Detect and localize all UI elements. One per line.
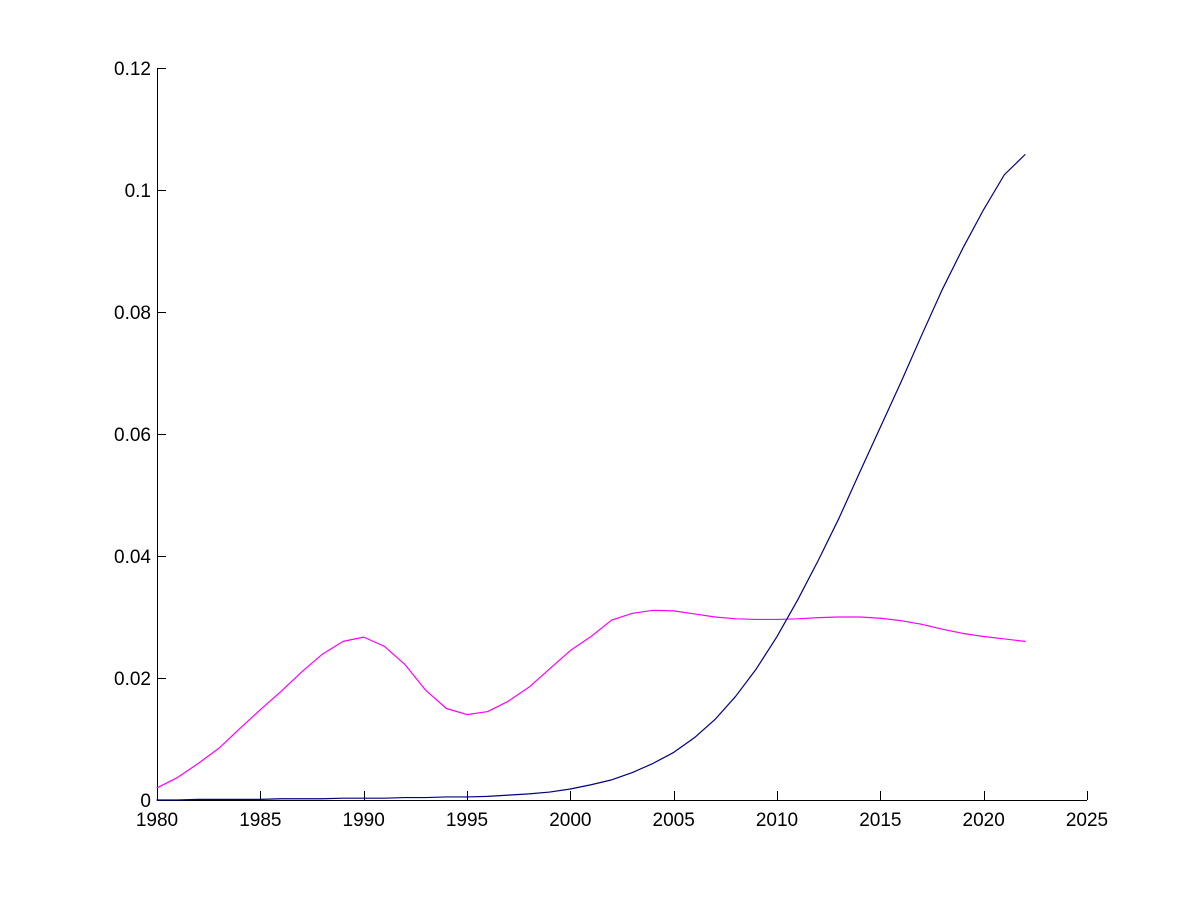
x-tick-label: 1995 [446,810,488,831]
x-tick-label: 2020 [963,810,1005,831]
x-tick-label: 1990 [343,810,385,831]
axes [157,68,1087,801]
x-tick-label: 2025 [1066,810,1108,831]
x-tick-label: 2000 [549,810,591,831]
series-line-2 [156,154,1026,801]
y-tick-label: 0.1 [125,181,151,202]
x-tick-label: 2010 [756,810,798,831]
x-tick-label: 1980 [136,810,178,831]
y-tick-label: 0.02 [114,669,151,690]
x-tick-label: 2015 [859,810,901,831]
y-tick-label: 0.06 [114,425,151,446]
y-tick-label: 0.04 [114,547,151,568]
ticks: 1980 1985 1990 1995 2000 2005 2010 2015 2020 2025… [114,59,1108,831]
series [156,154,1026,801]
y-tick-label: 0.12 [114,59,151,80]
series-line-1 [156,609,1026,789]
y-tick-label: 0.08 [114,303,151,324]
x-tick-label: 2005 [653,810,695,831]
x-tick-label: 1985 [239,810,281,831]
y-tick-label: 0 [140,791,151,812]
